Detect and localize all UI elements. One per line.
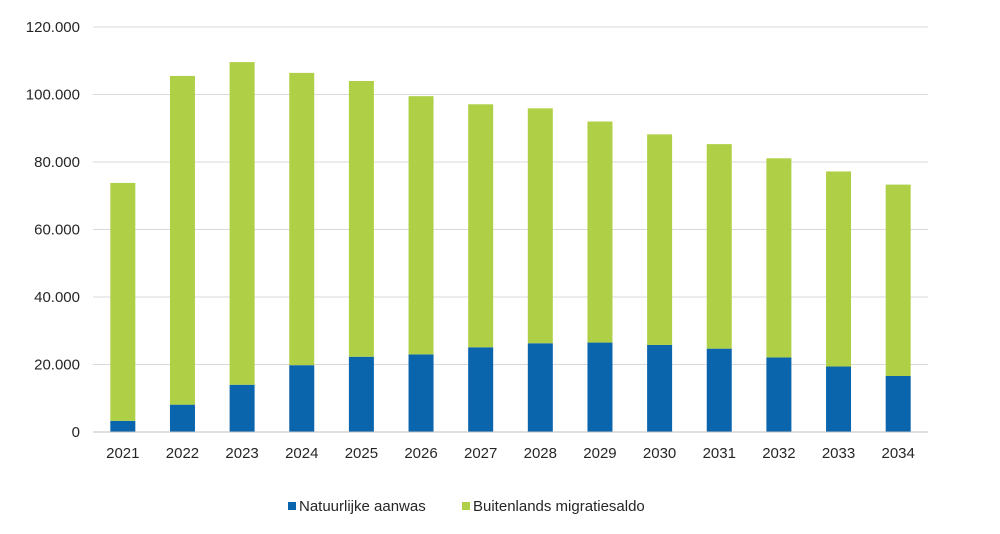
x-tick-label: 2032 — [762, 445, 795, 462]
bar-buitenlands-migratiesaldo-2030 — [647, 134, 673, 345]
bar-natuurlijke-aanwas-2027 — [468, 347, 494, 432]
y-tick-label: 40.000 — [34, 289, 80, 306]
x-tick-label: 2031 — [703, 445, 736, 462]
bar-buitenlands-migratiesaldo-2024 — [289, 72, 315, 366]
bar-buitenlands-migratiesaldo-2034 — [885, 184, 911, 376]
legend-label-natuurlijke-aanwas: Natuurlijke aanwas — [299, 498, 426, 515]
bar-buitenlands-migratiesaldo-2032 — [766, 158, 792, 358]
bar-natuurlijke-aanwas-2025 — [348, 356, 374, 432]
gridlines — [93, 26, 928, 365]
bar-buitenlands-migratiesaldo-2033 — [826, 171, 852, 367]
bar-buitenlands-migratiesaldo-2026 — [408, 96, 434, 355]
bar-natuurlijke-aanwas-2023 — [229, 384, 255, 432]
x-axis-tick-labels: 2021 2022 2023 2024 2025 2026 2027 2028 2029 2030… — [106, 445, 915, 462]
legend-label-buitenlands-migratiesaldo: Buitenlands migratiesaldo — [473, 498, 645, 515]
x-tick-label: 2030 — [643, 445, 676, 462]
y-tick-label: 0 — [72, 424, 80, 441]
y-tick-label: 120.000 — [26, 19, 80, 36]
bar-natuurlijke-aanwas-2032 — [766, 357, 792, 432]
y-tick-label: 100.000 — [26, 87, 80, 104]
x-tick-label: 2023 — [225, 445, 258, 462]
bar-natuurlijke-aanwas-2030 — [647, 344, 673, 432]
bar-natuurlijke-aanwas-2022 — [169, 404, 195, 432]
bar-natuurlijke-aanwas-2034 — [885, 375, 911, 432]
x-tick-label: 2033 — [822, 445, 855, 462]
bar-buitenlands-migratiesaldo-2031 — [706, 144, 732, 349]
bar-buitenlands-migratiesaldo-2023 — [229, 62, 255, 385]
x-tick-label: 2027 — [464, 445, 497, 462]
bar-buitenlands-migratiesaldo-2021 — [110, 182, 136, 421]
bar-natuurlijke-aanwas-2033 — [826, 366, 852, 432]
bar-buitenlands-migratiesaldo-2022 — [169, 75, 195, 405]
bar-buitenlands-migratiesaldo-2025 — [348, 81, 374, 357]
bars — [110, 62, 911, 432]
x-tick-label: 2028 — [524, 445, 557, 462]
x-tick-label: 2026 — [404, 445, 437, 462]
x-tick-label: 2029 — [583, 445, 616, 462]
x-tick-label: 2034 — [881, 445, 914, 462]
legend-swatch-natuurlijke-aanwas — [288, 502, 296, 510]
bar-natuurlijke-aanwas-2029 — [587, 342, 613, 432]
x-tick-label: 2024 — [285, 445, 318, 462]
y-tick-label: 20.000 — [34, 357, 80, 374]
y-tick-label: 60.000 — [34, 222, 80, 239]
bar-natuurlijke-aanwas-2026 — [408, 354, 434, 432]
bar-natuurlijke-aanwas-2028 — [527, 343, 553, 432]
bar-buitenlands-migratiesaldo-2029 — [587, 121, 613, 343]
x-tick-label: 2022 — [166, 445, 199, 462]
legend-swatch-buitenlands-migratiesaldo — [462, 502, 470, 510]
x-tick-label: 2021 — [106, 445, 139, 462]
bar-buitenlands-migratiesaldo-2027 — [468, 104, 494, 348]
bar-natuurlijke-aanwas-2021 — [110, 420, 136, 432]
y-axis-tick-labels: 0 20.000 40.000 60.000 80.000 100.000 120.000 — [26, 19, 80, 441]
bar-natuurlijke-aanwas-2024 — [289, 365, 315, 432]
x-tick-label: 2025 — [345, 445, 378, 462]
bar-buitenlands-migratiesaldo-2028 — [527, 108, 553, 344]
bar-natuurlijke-aanwas-2031 — [706, 348, 732, 432]
legend: Natuurlijke aanwas Buitenlands migratiesa… — [288, 498, 645, 515]
y-tick-label: 80.000 — [34, 154, 80, 171]
